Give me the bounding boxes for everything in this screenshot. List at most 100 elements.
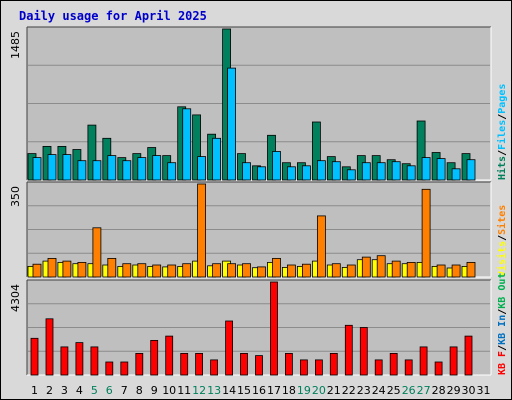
x-tick-label: 23 xyxy=(357,384,371,397)
bar-kb-f xyxy=(314,359,323,376)
legend-item: Visits xyxy=(496,241,508,277)
bar-files xyxy=(421,157,431,181)
bar-sites xyxy=(122,263,132,278)
legend-item: Sites xyxy=(496,205,508,235)
legend-separator: / xyxy=(497,235,508,241)
bar-sites xyxy=(197,183,207,278)
legend-separator: / xyxy=(497,150,508,156)
bar-sites xyxy=(182,263,192,278)
bar-files xyxy=(92,160,102,181)
bar-files xyxy=(406,165,416,181)
bar-sites xyxy=(242,263,251,278)
bar-kb-f xyxy=(90,346,99,376)
x-tick-label: 2 xyxy=(46,384,53,397)
bar-kb-f xyxy=(344,324,353,376)
x-tick-label: 21 xyxy=(327,384,341,397)
bar-files xyxy=(257,166,266,181)
legend-item: KB In xyxy=(497,315,508,345)
bar-kb-f xyxy=(284,352,293,376)
y-max-label: 350 xyxy=(9,186,22,207)
legend-separator: / xyxy=(497,114,508,120)
bar-kb-f xyxy=(419,346,428,376)
bar-files xyxy=(62,154,72,181)
bar-files xyxy=(77,160,87,181)
bar-hits xyxy=(416,120,426,181)
x-tick-label: 8 xyxy=(136,384,143,397)
x-tick-label: 29 xyxy=(447,384,461,397)
bar-kb-f xyxy=(105,361,114,376)
legend-item: Pages xyxy=(497,84,508,114)
bar-sites xyxy=(316,215,326,278)
bar-sites xyxy=(361,256,371,278)
bar-sites xyxy=(137,263,147,278)
x-tick-label: 27 xyxy=(417,384,431,397)
chart-title: Daily usage for April 2025 xyxy=(19,9,207,23)
x-tick-label: 6 xyxy=(106,384,113,397)
y-max-label: 1485 xyxy=(9,31,22,59)
x-tick-label: 22 xyxy=(342,384,356,397)
x-tick-label: 13 xyxy=(207,384,221,397)
bar-kb-f xyxy=(374,359,383,376)
x-tick-label: 1 xyxy=(31,384,38,397)
x-tick-label: 28 xyxy=(432,384,446,397)
legend-separator: / xyxy=(497,309,508,315)
legend-item: KB Out xyxy=(497,273,508,309)
bar-sites xyxy=(77,261,87,278)
x-tick-label: 20 xyxy=(312,384,326,397)
x-tick-label: 4 xyxy=(76,384,83,397)
bar-kb-f xyxy=(30,337,39,376)
legend-item: Files xyxy=(496,120,508,150)
bar-files xyxy=(137,157,147,181)
bar-kb-f xyxy=(434,361,443,376)
bar-sites xyxy=(152,264,162,278)
bar-sites xyxy=(286,264,296,278)
bar-files xyxy=(122,160,132,181)
x-tick-label: 14 xyxy=(222,384,236,397)
bar-files xyxy=(227,67,237,181)
x-tick-label: 19 xyxy=(297,384,311,397)
bar-files xyxy=(47,154,57,181)
bar-kb-f xyxy=(150,339,159,376)
y-max-label: 4304 xyxy=(9,284,22,312)
bar-sites xyxy=(47,257,57,278)
bar-sites xyxy=(272,257,281,278)
x-tick-label: 16 xyxy=(252,384,266,397)
bar-sites xyxy=(466,261,476,278)
bar-sites xyxy=(421,188,431,278)
bar-sites xyxy=(32,263,42,278)
bar-files xyxy=(286,166,296,181)
bar-sites xyxy=(406,261,416,278)
bar-files xyxy=(391,161,401,181)
bar-sites xyxy=(257,266,266,278)
legend-separator: / xyxy=(497,345,508,351)
legend-kbytes: KB F/KB In/KB Out xyxy=(497,273,508,375)
bar-kb-f xyxy=(359,327,368,376)
bar-kb-f xyxy=(329,352,338,376)
bar-hits xyxy=(87,124,97,181)
x-tick-label: 31 xyxy=(477,384,491,397)
bar-files xyxy=(376,162,386,181)
x-tick-label: 24 xyxy=(372,384,386,397)
x-tick-label: 7 xyxy=(121,384,128,397)
bar-kb-f xyxy=(75,342,84,376)
bar-kb-f xyxy=(180,352,189,376)
bar-files xyxy=(32,157,42,181)
bar-sites xyxy=(391,260,401,278)
x-tick-label: 26 xyxy=(402,384,416,397)
bar-files xyxy=(466,159,476,181)
bar-files xyxy=(272,151,281,181)
legend-item: KB F xyxy=(497,351,508,375)
bar-sites xyxy=(451,264,461,278)
x-tick-label: 18 xyxy=(282,384,296,397)
legend-visits-sites: Visits/Sites xyxy=(496,205,508,277)
x-tick-label: 12 xyxy=(192,384,206,397)
bar-hits xyxy=(192,114,202,181)
bar-kb-f xyxy=(299,359,308,376)
x-tick-label: 30 xyxy=(462,384,476,397)
bar-files xyxy=(212,137,222,181)
bar-files xyxy=(197,156,207,181)
bar-kb-f xyxy=(210,359,219,376)
legend-item: Hits xyxy=(496,156,508,180)
